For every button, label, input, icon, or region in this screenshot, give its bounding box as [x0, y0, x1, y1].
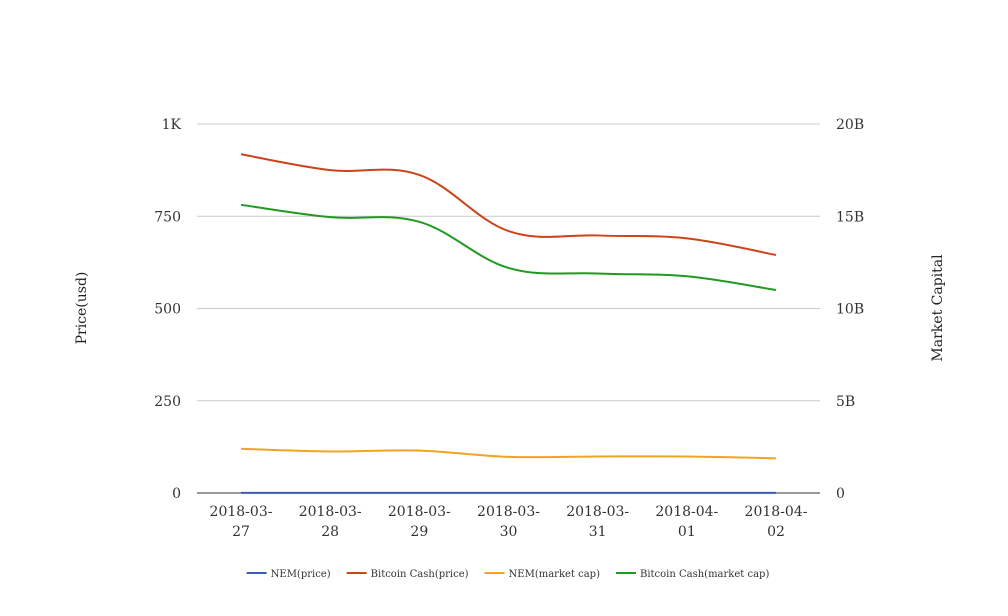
legend-label: Bitcoin Cash(market cap) [640, 569, 769, 580]
x-axis-ticks: 2018-03-27 2018-03-28 2018-03-29 2018-03-30… [210, 504, 808, 540]
left-tick-label: 1K [162, 117, 182, 133]
x-tick-label: 2018-03-27 [210, 504, 273, 540]
left-tick-label: 750 [154, 209, 181, 225]
x-tick-label: 2018-04-02 [745, 504, 808, 540]
left-tick-label: 0 [172, 486, 181, 502]
right-tick-label: 10B [836, 302, 864, 318]
legend: NEM(price) Bitcoin Cash(price) NEM(market … [246, 569, 769, 580]
x-tick-label: 2018-03-31 [566, 504, 629, 540]
right-axis-ticks: 0 5B 10B 15B 20B [836, 117, 864, 502]
left-tick-label: 500 [154, 302, 181, 318]
series-lines [240, 153, 777, 494]
x-tick-label: 2018-03-28 [299, 504, 362, 540]
x-tick-label: 2018-03-30 [477, 504, 540, 540]
gridlines [197, 123, 820, 494]
legend-label: NEM(market cap) [509, 569, 601, 580]
right-tick-label: 0 [836, 486, 845, 502]
legend-label: Bitcoin Cash(price) [371, 569, 469, 580]
legend-item[interactable]: Bitcoin Cash(market cap) [615, 569, 769, 580]
series-line-bitcoin-cash-price [240, 153, 777, 256]
left-axis-title: Price(usd) [74, 272, 90, 345]
right-tick-label: 15B [836, 209, 864, 225]
legend-item[interactable]: Bitcoin Cash(price) [346, 569, 469, 580]
series-line-bitcoin-cash-market-cap [240, 203, 777, 292]
left-axis-ticks: 0 250 500 750 1K [154, 117, 181, 502]
series-line-nem-market-cap [240, 447, 777, 460]
right-tick-label: 20B [836, 117, 864, 133]
legend-item[interactable]: NEM(price) [246, 569, 331, 580]
left-tick-label: 250 [154, 394, 181, 410]
right-tick-label: 5B [836, 394, 855, 410]
x-tick-label: 2018-03-29 [388, 504, 451, 540]
right-axis-title: Market Capital [930, 254, 946, 362]
x-tick-label: 2018-04-01 [655, 504, 718, 540]
legend-label: NEM(price) [271, 569, 331, 580]
legend-item[interactable]: NEM(market cap) [484, 569, 601, 580]
